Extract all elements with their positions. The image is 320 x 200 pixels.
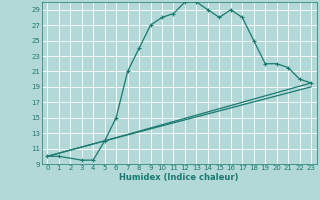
X-axis label: Humidex (Indice chaleur): Humidex (Indice chaleur) (119, 173, 239, 182)
